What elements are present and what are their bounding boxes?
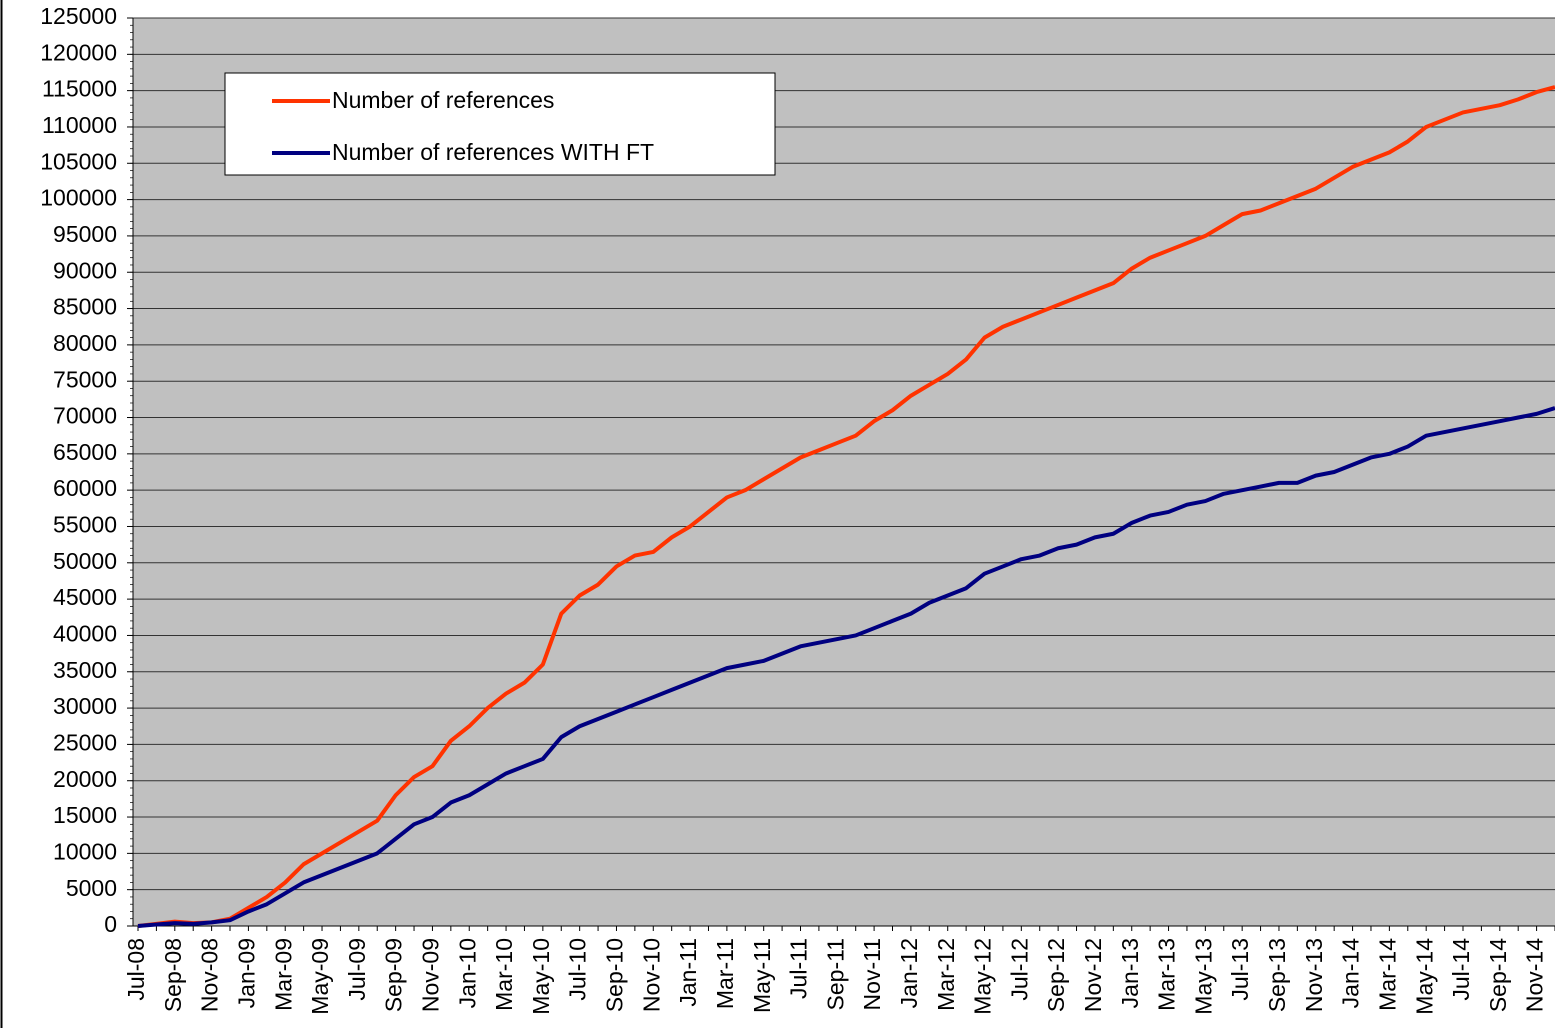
x-tick-label: Mar-10 — [491, 938, 517, 1011]
x-tick-label: Sep-10 — [602, 938, 628, 1012]
x-tick-label: Jan-11 — [675, 938, 701, 1007]
x-tick-label: Jul-12 — [1006, 938, 1032, 1001]
y-tick-label: 30000 — [53, 693, 117, 719]
x-tick-label: Jul-13 — [1227, 938, 1253, 1001]
x-tick-label: Jan-09 — [233, 938, 259, 1008]
x-tick-label: Mar-12 — [933, 938, 959, 1011]
x-tick-label: Jul-10 — [565, 938, 591, 1001]
x-tick-label: Nov-13 — [1301, 938, 1327, 1012]
y-tick-label: 55000 — [53, 512, 117, 538]
x-tick-label: Mar-09 — [270, 938, 296, 1011]
x-tick-label: May-14 — [1411, 938, 1437, 1015]
y-tick-label: 120000 — [40, 39, 117, 65]
x-tick-label: Jan-14 — [1338, 938, 1364, 1009]
x-tick-label: Sep-09 — [381, 938, 407, 1012]
y-tick-label: 65000 — [53, 439, 117, 465]
x-tick-label: Jul-09 — [344, 938, 370, 1001]
x-tick-label: Nov-11 — [859, 938, 885, 1010]
y-tick-label: 15000 — [53, 802, 117, 828]
y-tick-label: 20000 — [53, 766, 117, 792]
y-tick-label: 125000 — [40, 3, 117, 29]
x-tick-label: May-12 — [970, 938, 996, 1015]
x-tick-label: May-09 — [307, 938, 333, 1015]
y-tick-label: 115000 — [42, 76, 117, 102]
x-tick-label: Jan-10 — [454, 938, 480, 1008]
legend: Number of references Number of references… — [224, 72, 776, 176]
x-tick-label: Mar-11 — [712, 938, 738, 1009]
x-tick-label: May-10 — [528, 938, 554, 1015]
x-tick-label: Sep-12 — [1043, 938, 1069, 1012]
legend-box — [224, 72, 776, 176]
series-line — [137, 406, 1555, 928]
x-tick-label: May-13 — [1190, 938, 1216, 1015]
x-tick-label: Jan-12 — [896, 938, 922, 1008]
y-tick-label: 35000 — [53, 657, 117, 683]
y-tick-label: 75000 — [53, 366, 117, 392]
y-tick-label: 5000 — [66, 875, 117, 901]
legend-label: Number of references — [332, 87, 554, 113]
series-line — [137, 85, 1555, 928]
x-tick-label: Jul-08 — [123, 938, 149, 1001]
x-tick-label: Nov-10 — [638, 938, 664, 1012]
x-tick-label: May-11 — [749, 938, 775, 1013]
y-tick-label: 100000 — [40, 185, 117, 211]
y-tick-label: 105000 — [40, 148, 117, 174]
y-tick-label: 85000 — [53, 294, 117, 320]
y-tick-label: 70000 — [53, 403, 117, 429]
y-tick-label: 95000 — [53, 221, 117, 247]
y-tick-label: 110000 — [42, 112, 117, 138]
y-tick-label: 60000 — [53, 475, 117, 501]
x-tick-label: Nov-14 — [1522, 938, 1548, 1012]
x-tick-label: Jan-13 — [1117, 938, 1143, 1008]
legend-label: Number of references WITH FT — [332, 139, 654, 165]
y-tick-label: 40000 — [53, 621, 117, 647]
x-tick-label: Sep-11 — [822, 938, 848, 1010]
x-tick-label: Nov-08 — [197, 938, 223, 1012]
x-tick-label: Jul-14 — [1448, 938, 1474, 1001]
x-tick-label: Sep-08 — [160, 938, 186, 1012]
y-tick-label: 50000 — [53, 548, 117, 574]
y-tick-label: 0 — [104, 911, 117, 937]
y-tick-label: 45000 — [53, 584, 117, 610]
x-tick-label: Jul-11 — [786, 938, 812, 999]
x-tick-label: Mar-13 — [1154, 938, 1180, 1011]
x-tick-label: Sep-13 — [1264, 938, 1290, 1012]
x-tick-label: Mar-14 — [1374, 938, 1400, 1011]
y-tick-label: 80000 — [53, 330, 117, 356]
x-tick-label: Nov-09 — [418, 938, 444, 1012]
y-tick-label: 90000 — [53, 257, 117, 283]
y-tick-label: 25000 — [53, 729, 117, 755]
x-tick-label: Nov-12 — [1080, 938, 1106, 1012]
x-tick-label: Sep-14 — [1485, 938, 1511, 1012]
y-tick-label: 10000 — [53, 838, 117, 864]
